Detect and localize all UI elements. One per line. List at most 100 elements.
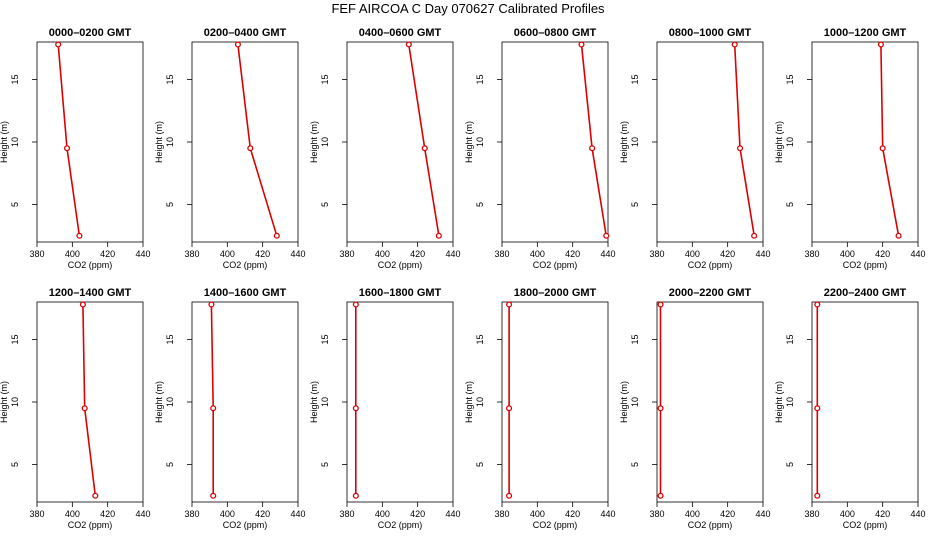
y-tick-label: 15 — [10, 74, 20, 84]
y-tick-label: 10 — [630, 397, 640, 407]
y-tick-label: 15 — [165, 74, 175, 84]
plot-frame — [346, 301, 454, 503]
x-tick-label: 440 — [290, 249, 305, 259]
data-point — [208, 301, 215, 308]
plot-frame — [36, 41, 144, 243]
x-tick-label: 420 — [875, 509, 890, 519]
plot-frame — [656, 301, 764, 503]
x-tick-label: 380 — [804, 509, 819, 519]
y-axis-label: Height (m) — [464, 121, 474, 163]
profile-line — [880, 44, 900, 236]
y-axis-label: Height (m) — [154, 121, 164, 163]
x-tick-label: 400 — [840, 249, 855, 259]
data-point — [731, 41, 738, 48]
y-axis-label: Height (m) — [619, 381, 629, 423]
data-point — [877, 41, 884, 48]
x-tick-label: 440 — [445, 249, 460, 259]
data-point — [814, 492, 821, 499]
y-tick-label: 5 — [475, 462, 485, 467]
y-tick-label: 10 — [320, 397, 330, 407]
x-tick-label: 380 — [649, 249, 664, 259]
y-tick-label: 15 — [475, 334, 485, 344]
x-axis-label: CO2 (ppm) — [223, 260, 268, 270]
panel-title: 0800–1000 GMT — [669, 27, 752, 39]
y-tick-label: 15 — [630, 334, 640, 344]
x-tick-label: 440 — [910, 249, 925, 259]
x-axis-label: CO2 (ppm) — [378, 520, 423, 530]
y-axis-label: Height (m) — [774, 381, 784, 423]
x-axis-label: CO2 (ppm) — [533, 260, 578, 270]
panel-title: 2000–2200 GMT — [669, 287, 752, 299]
y-tick-label: 5 — [320, 202, 330, 207]
y-tick-label: 10 — [630, 137, 640, 147]
plot-frame — [191, 41, 299, 243]
panel-title: 0000–0200 GMT — [49, 27, 132, 39]
plot-frame — [501, 301, 609, 503]
y-axis-label: Height (m) — [309, 381, 319, 423]
panel-10: 1800–2000 GMT 380 400 420 440 CO2 (ppm) 5 10 15 H… — [464, 287, 616, 530]
x-tick-label: 440 — [910, 509, 925, 519]
panel-4: 0600–0800 GMT 380 400 420 440 CO2 (ppm) 5 10 15 H… — [464, 27, 616, 270]
panel-title: 1800–2000 GMT — [514, 287, 597, 299]
x-tick-label: 400 — [220, 249, 235, 259]
x-tick-label: 380 — [649, 509, 664, 519]
profile-line — [210, 304, 214, 496]
x-tick-label: 420 — [720, 509, 735, 519]
x-tick-label: 380 — [494, 249, 509, 259]
y-tick-label: 10 — [785, 397, 795, 407]
y-tick-label: 10 — [10, 137, 20, 147]
y-tick-label: 5 — [630, 462, 640, 467]
profile-line — [57, 44, 81, 236]
y-axis-label: Height (m) — [774, 121, 784, 163]
y-tick-label: 15 — [165, 334, 175, 344]
x-tick-label: 440 — [135, 249, 150, 259]
data-point — [234, 41, 241, 48]
y-tick-label: 10 — [475, 137, 485, 147]
panel-title: 1200–1400 GMT — [49, 287, 132, 299]
x-tick-label: 400 — [530, 509, 545, 519]
x-axis-label: CO2 (ppm) — [223, 520, 268, 530]
plot-frame — [36, 301, 144, 503]
y-tick-label: 5 — [10, 462, 20, 467]
x-tick-label: 400 — [685, 509, 700, 519]
figure-title: FEF AIRCOA C Day 070627 Calibrated Profi… — [331, 1, 605, 16]
profile-line — [580, 44, 607, 236]
panel-title: 1000–1200 GMT — [824, 27, 907, 39]
y-tick-label: 10 — [165, 137, 175, 147]
data-point — [506, 492, 513, 499]
y-tick-label: 15 — [785, 74, 795, 84]
y-tick-label: 15 — [475, 74, 485, 84]
panel-12: 2200–2400 GMT 380 400 420 440 CO2 (ppm) 5 10 15 H… — [774, 287, 926, 530]
x-tick-label: 440 — [290, 509, 305, 519]
profile-line — [82, 304, 97, 496]
data-point — [55, 41, 62, 48]
y-tick-label: 5 — [785, 462, 795, 467]
y-tick-label: 5 — [785, 202, 795, 207]
plot-frame — [811, 301, 919, 503]
data-point — [352, 492, 359, 499]
panel-9: 1600–1800 GMT 380 400 420 440 CO2 (ppm) 5 10 15 H… — [309, 287, 461, 530]
data-point — [405, 41, 412, 48]
data-point — [657, 301, 664, 308]
data-point — [736, 145, 744, 152]
y-tick-label: 15 — [10, 334, 20, 344]
plot-frame — [346, 41, 454, 243]
x-tick-label: 440 — [445, 509, 460, 519]
panel-title: 1600–1800 GMT — [359, 287, 442, 299]
x-tick-label: 400 — [65, 509, 80, 519]
x-tick-label: 420 — [720, 249, 735, 259]
x-tick-label: 440 — [755, 509, 770, 519]
panel-6: 1000–1200 GMT 380 400 420 440 CO2 (ppm) 5 10 15 H… — [774, 27, 926, 270]
data-point — [247, 145, 254, 152]
y-tick-label: 5 — [320, 462, 330, 467]
y-tick-label: 15 — [320, 74, 330, 84]
data-point — [506, 405, 513, 412]
data-point — [210, 492, 217, 499]
x-tick-label: 420 — [565, 249, 580, 259]
x-tick-label: 400 — [375, 509, 390, 519]
panel-title: 0400–0600 GMT — [359, 27, 442, 39]
y-tick-label: 10 — [165, 397, 175, 407]
data-point — [210, 405, 217, 412]
x-tick-label: 380 — [339, 249, 354, 259]
